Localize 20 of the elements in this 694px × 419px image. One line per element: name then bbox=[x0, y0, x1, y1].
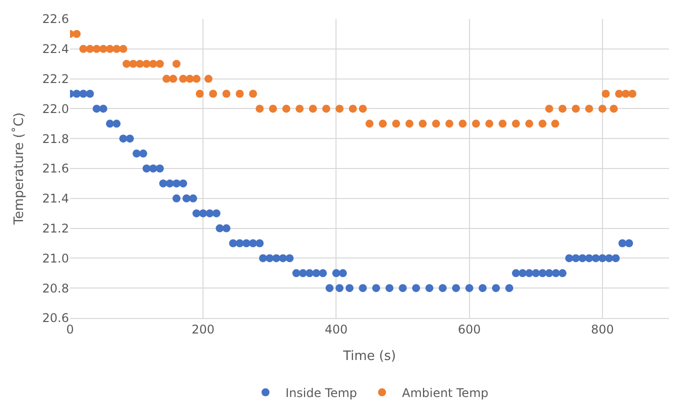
y-tick-label: 22.6 bbox=[42, 12, 69, 26]
y-tick-label: 22.4 bbox=[42, 42, 69, 56]
x-tick-label: 600 bbox=[458, 322, 481, 336]
y-axis-title: Temperature (˚C) bbox=[11, 112, 28, 226]
legend-label: Inside Temp bbox=[286, 386, 358, 400]
y-tick-label: 21.4 bbox=[42, 192, 69, 206]
x-axis-title: Time (s) bbox=[342, 349, 396, 364]
x-tick-label: 800 bbox=[590, 322, 614, 336]
y-tick-label: 22.2 bbox=[42, 72, 69, 86]
legend-label: Ambient Temp bbox=[402, 386, 488, 400]
x-tick-label: 200 bbox=[192, 322, 215, 336]
x-tick-label: 0 bbox=[66, 322, 74, 336]
y-tick-label: 21.6 bbox=[42, 162, 69, 176]
y-tick-label: 21.2 bbox=[42, 222, 69, 236]
y-tick-label: 21.8 bbox=[42, 132, 69, 146]
y-tick-label: 20.6 bbox=[42, 311, 69, 326]
y-tick-label: 22.0 bbox=[42, 102, 69, 116]
y-tick-label: 20.8 bbox=[42, 281, 69, 296]
x-tick-label: 400 bbox=[324, 322, 348, 336]
y-tick-label: 21.0 bbox=[42, 251, 69, 266]
